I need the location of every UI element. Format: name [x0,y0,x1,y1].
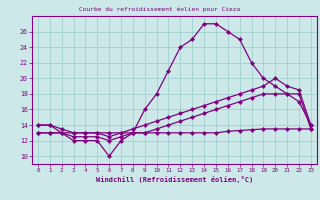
Text: Courbe du refroidissement éolien pour Cieza: Courbe du refroidissement éolien pour Ci… [79,6,241,11]
X-axis label: Windchill (Refroidissement éolien,°C): Windchill (Refroidissement éolien,°C) [96,176,253,183]
